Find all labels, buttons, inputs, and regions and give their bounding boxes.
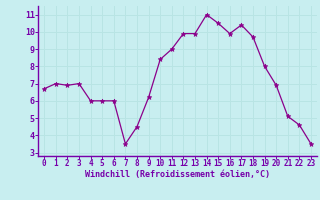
X-axis label: Windchill (Refroidissement éolien,°C): Windchill (Refroidissement éolien,°C) bbox=[85, 170, 270, 179]
